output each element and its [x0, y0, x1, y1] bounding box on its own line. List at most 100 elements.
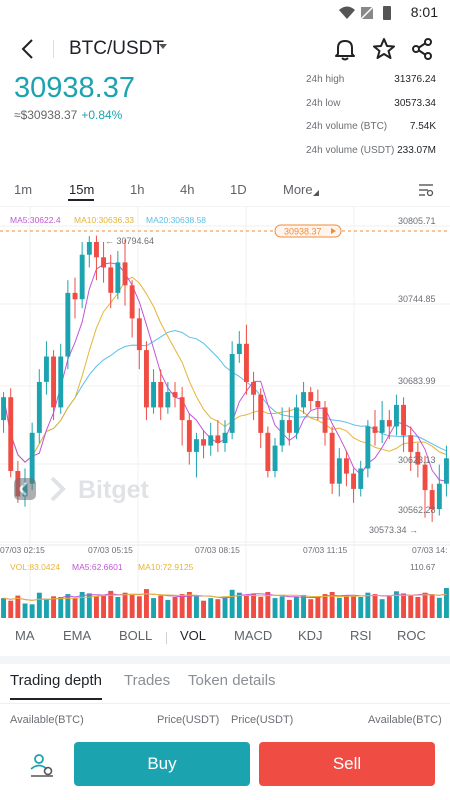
candle-body	[79, 254, 85, 300]
volume-bar	[208, 598, 214, 618]
tab-4h[interactable]: 4h	[180, 182, 195, 197]
kline-chart[interactable]: Bitget MA5:30622.4 MA10:30636.33 MA20:30…	[0, 206, 450, 626]
stat-label: 24h high	[306, 74, 345, 85]
candle-body	[444, 458, 449, 484]
section-tab-underline	[10, 698, 102, 700]
volume-bar	[158, 595, 164, 618]
indicator-separator	[166, 632, 167, 644]
volume-bar	[265, 592, 271, 618]
section-line	[0, 703, 450, 704]
tab-1d[interactable]: 1D	[230, 182, 247, 197]
volume-bar	[115, 597, 121, 618]
back-icon[interactable]	[16, 36, 42, 62]
candle-body	[336, 458, 342, 484]
tab-trading-depth[interactable]: Trading depth	[10, 672, 103, 689]
volume-bar	[444, 588, 449, 618]
candle-body	[272, 445, 278, 471]
stat-row: 24h low 30573.34	[306, 98, 436, 122]
low-label: 30573.34 →	[369, 525, 418, 535]
sell-button[interactable]: Sell	[259, 742, 435, 786]
candle-body	[208, 435, 214, 446]
volume-bar	[15, 595, 21, 618]
tab-1h[interactable]: 1h	[130, 182, 145, 197]
volume-bar	[86, 593, 92, 618]
candle-body	[165, 392, 171, 408]
ind-vol[interactable]: VOL	[180, 628, 207, 643]
candle-body	[351, 473, 356, 489]
candle-body	[108, 267, 114, 293]
depth-col-available-ask: Available(BTC)	[368, 714, 442, 726]
volume-bar	[358, 597, 364, 618]
tab-token-details[interactable]: Token details	[188, 672, 276, 689]
volume-bar	[286, 599, 292, 618]
volume-bar	[351, 596, 356, 618]
ind-roc[interactable]: ROC	[397, 628, 426, 643]
candle-body	[144, 350, 149, 408]
last-price: 30938.37	[14, 72, 135, 104]
x-tick: 07/03 05:15	[88, 545, 133, 555]
candle-body	[1, 397, 7, 421]
volume-bar	[336, 597, 342, 618]
volume-bar	[301, 594, 306, 618]
candles	[1, 235, 449, 522]
ind-rsi[interactable]: RSI	[350, 628, 372, 643]
bottom-action-bar: Buy Sell	[0, 730, 450, 800]
volume-bar	[122, 592, 128, 618]
candle-body	[315, 401, 321, 408]
volume-bar	[215, 599, 221, 618]
copy-trade-icon[interactable]	[28, 752, 56, 780]
volume-bar	[258, 597, 264, 618]
candle-body	[65, 292, 71, 357]
volume-bar	[8, 600, 14, 618]
candle-body	[194, 439, 199, 452]
pair-title[interactable]: BTC/USDT	[69, 38, 164, 59]
candle-body	[201, 439, 206, 446]
x-tick: 07/03 14:	[412, 545, 447, 555]
y-tick: 30562.28	[398, 505, 436, 515]
stat-row: 24h volume (BTC) 7.54K	[306, 121, 436, 145]
candle-body	[408, 435, 414, 452]
candle-body	[429, 490, 435, 510]
ind-boll[interactable]: BOLL	[119, 628, 153, 643]
status-time: 8:01	[410, 4, 438, 20]
volume-bar	[94, 596, 99, 618]
candle-body	[122, 262, 128, 286]
volume-bar	[365, 592, 371, 618]
ind-ma[interactable]: MA	[15, 628, 35, 643]
candle-body	[258, 394, 264, 433]
depth-col-price-bid: Price(USDT)	[157, 714, 220, 726]
y-tick: 30805.71	[398, 216, 436, 226]
ind-ema[interactable]: EMA	[63, 628, 92, 643]
candle-body	[222, 432, 228, 443]
candle-body	[344, 458, 349, 474]
share-icon[interactable]	[409, 36, 435, 62]
ind-macd[interactable]: MACD	[234, 628, 273, 643]
volume-bar	[422, 592, 428, 618]
price-sub: ≈$30938.37 +0.84%	[14, 108, 122, 122]
tab-1m[interactable]: 1m	[14, 182, 33, 197]
star-icon[interactable]	[371, 36, 397, 62]
volume-bar	[101, 595, 106, 618]
bell-icon[interactable]	[332, 36, 358, 62]
candle-body	[172, 392, 178, 398]
candle-body	[158, 382, 164, 408]
volume-bar	[108, 590, 114, 618]
y-tick: 30744.85	[398, 294, 436, 304]
ind-kdj[interactable]: KDJ	[298, 628, 323, 643]
volume-bar	[165, 599, 171, 618]
vol-max-label: 110.67	[410, 562, 436, 572]
volume-bar	[294, 597, 299, 618]
volume-bar	[329, 592, 335, 618]
tab-trades[interactable]: Trades	[124, 672, 171, 689]
buy-button[interactable]: Buy	[74, 742, 250, 786]
tab-15m[interactable]: 15m	[69, 182, 95, 197]
tab-more[interactable]: More	[283, 182, 313, 197]
candle-body	[44, 356, 49, 382]
indicator-settings-icon[interactable]	[418, 183, 434, 197]
caret-down-icon[interactable]	[158, 42, 168, 52]
ma-legend: MA5:30622.4 MA10:30636.33 MA20:30638.58	[10, 215, 206, 225]
interval-tabs: 1m 15m 1h 4h 1D More	[0, 178, 450, 202]
price-change: +0.84%	[81, 108, 123, 122]
stat-label: 24h low	[306, 97, 341, 109]
candle-body	[36, 382, 42, 433]
